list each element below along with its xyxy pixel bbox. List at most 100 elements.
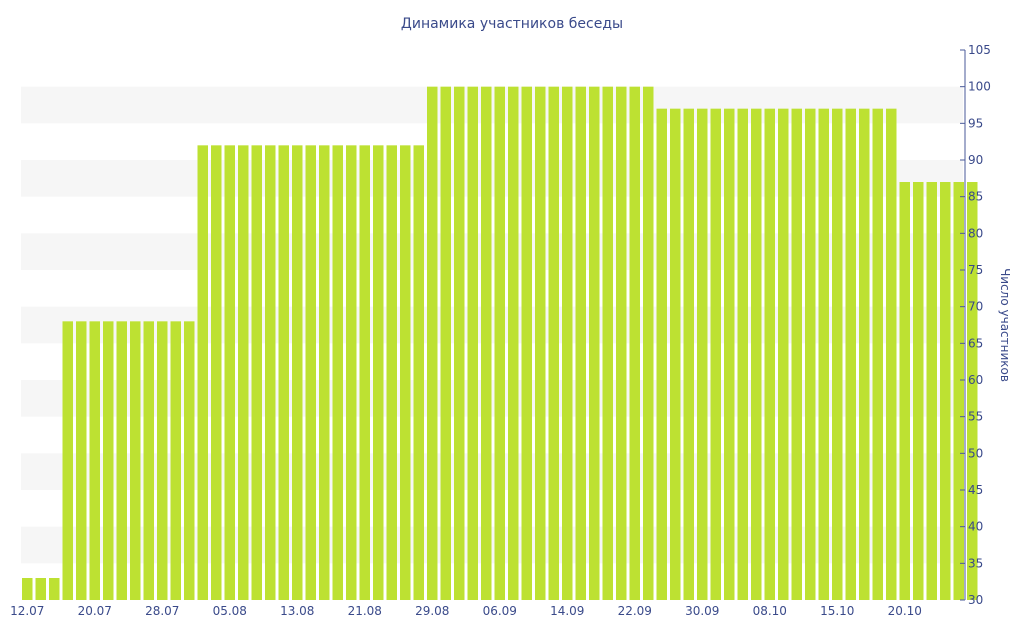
y-tick-label: 30 <box>968 593 983 607</box>
bar <box>548 86 559 600</box>
bar <box>413 145 424 601</box>
bar <box>467 86 478 600</box>
bar <box>76 321 87 600</box>
y-tick-label: 50 <box>968 446 983 460</box>
bar <box>508 86 519 600</box>
bar <box>953 182 964 600</box>
bar <box>211 145 222 601</box>
y-tick-label: 105 <box>968 43 991 57</box>
bar <box>319 145 330 601</box>
bar <box>926 182 937 600</box>
bar <box>62 321 73 600</box>
x-tick-label: 05.08 <box>213 604 247 618</box>
bar <box>373 145 384 601</box>
bar <box>791 108 802 601</box>
bar <box>454 86 465 600</box>
bar <box>899 182 910 600</box>
y-tick-label: 75 <box>968 263 983 277</box>
bar <box>629 86 640 600</box>
bar <box>427 86 438 600</box>
bar <box>616 86 627 600</box>
x-tick-label: 15.10 <box>820 604 854 618</box>
x-tick-label: 14.09 <box>550 604 584 618</box>
x-tick-label: 06.09 <box>483 604 517 618</box>
bar <box>940 182 951 600</box>
bar <box>494 86 505 600</box>
x-tick-label: 22.09 <box>618 604 652 618</box>
bar <box>805 108 816 601</box>
chart-title: Динамика участников беседы <box>401 16 623 32</box>
x-tick-label: 21.08 <box>348 604 382 618</box>
y-tick-label: 45 <box>968 483 983 497</box>
y-tick-label: 70 <box>968 300 983 314</box>
y-tick-label: 100 <box>968 80 991 94</box>
bar <box>265 145 276 601</box>
bar <box>724 108 735 601</box>
y-tick-label: 90 <box>968 153 983 167</box>
bar <box>602 86 613 600</box>
bar <box>670 108 681 601</box>
x-tick-label: 08.10 <box>753 604 787 618</box>
x-tick-label: 13.08 <box>280 604 314 618</box>
bar <box>643 86 654 600</box>
bar <box>359 145 370 601</box>
bar <box>562 86 573 600</box>
y-axis-ticks: 30 35 40 45 50 55 60 65 70 75 80 85 90 95 100 105 <box>960 43 991 607</box>
bar <box>697 108 708 601</box>
bar <box>89 321 100 600</box>
bar <box>737 108 748 601</box>
bar <box>22 578 33 600</box>
y-tick-label: 60 <box>968 373 983 387</box>
bar <box>238 145 249 601</box>
bar <box>400 145 411 601</box>
bar <box>197 145 208 601</box>
bar <box>535 86 546 600</box>
bar <box>967 182 978 600</box>
bar <box>157 321 168 600</box>
x-tick-label: 20.10 <box>888 604 922 618</box>
bar <box>589 86 600 600</box>
bar <box>224 145 235 601</box>
bar <box>184 321 195 600</box>
x-tick-label: 29.08 <box>415 604 449 618</box>
bar <box>278 145 289 601</box>
bar <box>751 108 762 601</box>
bar <box>872 108 883 601</box>
bar <box>818 108 829 601</box>
x-tick-label: 20.07 <box>78 604 112 618</box>
x-tick-label: 28.07 <box>145 604 179 618</box>
bar <box>103 321 114 600</box>
bar <box>440 86 451 600</box>
bar <box>130 321 141 600</box>
bar <box>116 321 127 600</box>
y-tick-label: 55 <box>968 410 983 424</box>
bar <box>778 108 789 601</box>
bar <box>481 86 492 600</box>
bar <box>575 86 586 600</box>
bar <box>886 108 897 601</box>
bar <box>251 145 262 601</box>
bar <box>305 145 316 601</box>
y-tick-label: 95 <box>968 116 983 130</box>
bars <box>22 86 978 601</box>
y-axis-title: Число участников <box>998 268 1012 382</box>
bar <box>170 321 181 600</box>
bar <box>845 108 856 601</box>
bar <box>143 321 154 600</box>
y-tick-label: 80 <box>968 226 983 240</box>
bar <box>346 145 357 601</box>
bar <box>386 145 397 601</box>
bar <box>49 578 60 600</box>
bar <box>521 86 532 600</box>
x-tick-label: 12.07 <box>10 604 44 618</box>
bar <box>832 108 843 601</box>
y-tick-label: 65 <box>968 336 983 350</box>
bar <box>913 182 924 600</box>
x-axis-ticks: 12.07 20.07 28.07 05.08 13.08 21.08 29.08 06.09… <box>10 604 922 618</box>
bar <box>764 108 775 601</box>
bar <box>710 108 721 601</box>
bar <box>332 145 343 601</box>
bar <box>656 108 667 601</box>
bar <box>35 578 46 600</box>
